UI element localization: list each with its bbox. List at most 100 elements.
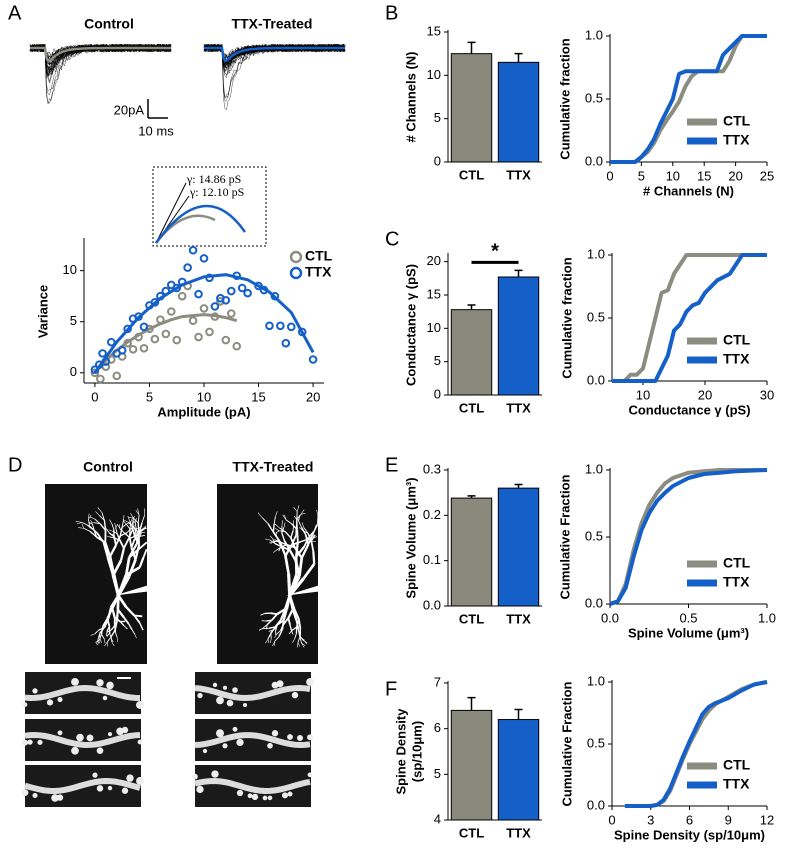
dendrite [115,535,122,546]
y-tick-label: 10 [63,262,77,277]
legend-label: CTL [723,332,751,348]
spine [307,772,313,778]
dendrite [270,612,278,616]
spine [222,685,228,690]
dendrite [111,607,116,618]
dendrite [257,512,263,518]
mean-trace [204,46,345,62]
y-tick-label: 10 [427,320,441,335]
y-tick-label: 6 [434,720,441,735]
image-title: Control [83,459,133,475]
inset-label: γ: 14.86 pS [186,172,241,186]
dendrite [119,532,128,537]
dendrite [294,633,297,639]
error-bar [467,495,476,499]
dendrite [119,621,125,627]
inset-box [152,166,267,247]
dendrite [271,613,278,621]
x-tick-label: 0.0 [601,610,619,625]
dendrite [279,541,287,557]
y-axis-label: Cumulative Fraction [559,681,574,806]
spine [86,734,94,742]
dendrite [115,523,118,528]
dendrite [284,544,293,557]
x-tick-label: 15 [697,168,711,183]
dendrite [104,542,112,557]
dendrite [78,527,84,529]
data-point [199,254,209,263]
dendrite [137,514,140,524]
dendrite [128,535,136,540]
dendrite [112,559,123,575]
panel-letter: A [8,2,22,24]
dendrite [106,632,111,637]
dendrite [114,632,118,638]
bar [450,309,493,396]
legend-label: TTX [723,776,750,792]
scale-label: 10 ms [138,123,174,138]
spine [291,691,299,699]
y-tick-label: 0.5 [587,309,605,324]
dendrite [106,618,111,627]
legend-label: CTL [305,248,333,264]
data-point [243,288,252,298]
dendrite [293,515,298,521]
dendrite [81,523,85,529]
dendrite [135,510,140,516]
dendrite [75,520,83,523]
dendrite [274,539,279,542]
y-tick-label: 20 [427,253,441,268]
spine [136,700,144,709]
dendrite [123,538,130,549]
spine [211,770,219,778]
dendrite-shaft [24,777,141,795]
dendrite [288,549,297,562]
dendrite [260,613,265,616]
dendrite [117,575,131,597]
dendrite [114,522,117,528]
dendrite [269,638,272,644]
data-point [172,283,182,293]
chart: C 0 5 10 15 20 Conductance γ (pS) CTL TTX * [385,228,542,415]
spine [212,682,218,688]
spine [197,692,203,699]
dendrite [291,608,298,621]
spine [192,773,198,780]
chart: E 0.0 0.1 0.2 0.3 Spine Volume (μm³) CTL TTX [385,454,542,626]
dendrite [109,536,115,539]
dendrite [258,627,264,631]
y-tick-label: 5 [434,766,441,781]
x-tick-label: CTL [459,400,484,415]
spine [267,795,273,801]
dendrite [262,624,268,629]
panel-letter: E [385,454,398,476]
spine [236,789,244,797]
data-point [98,349,107,358]
dendrite [308,530,315,538]
data-point [188,316,198,325]
x-tick-label: 9 [725,812,732,827]
spine [267,742,273,749]
dendrite [276,607,287,616]
legend-marker [289,266,303,280]
dendrite-shaft [194,684,311,702]
dendrite [296,642,299,648]
dendrite [267,638,270,644]
data-point [270,291,280,301]
soma [114,585,147,596]
dendrite [274,633,278,638]
dendrite [93,529,98,538]
dendrite [109,519,113,524]
spine [236,738,244,747]
dendrite [92,524,95,531]
data-point [177,291,187,301]
panel-letter: B [385,2,398,24]
dendrite-shaft [194,777,311,795]
dendrite [108,529,113,532]
dendrite [274,528,280,532]
dendrite [133,528,137,537]
dendrite [125,606,136,617]
dendrite [301,642,306,646]
dendrite [273,549,277,553]
data-point [188,245,198,255]
